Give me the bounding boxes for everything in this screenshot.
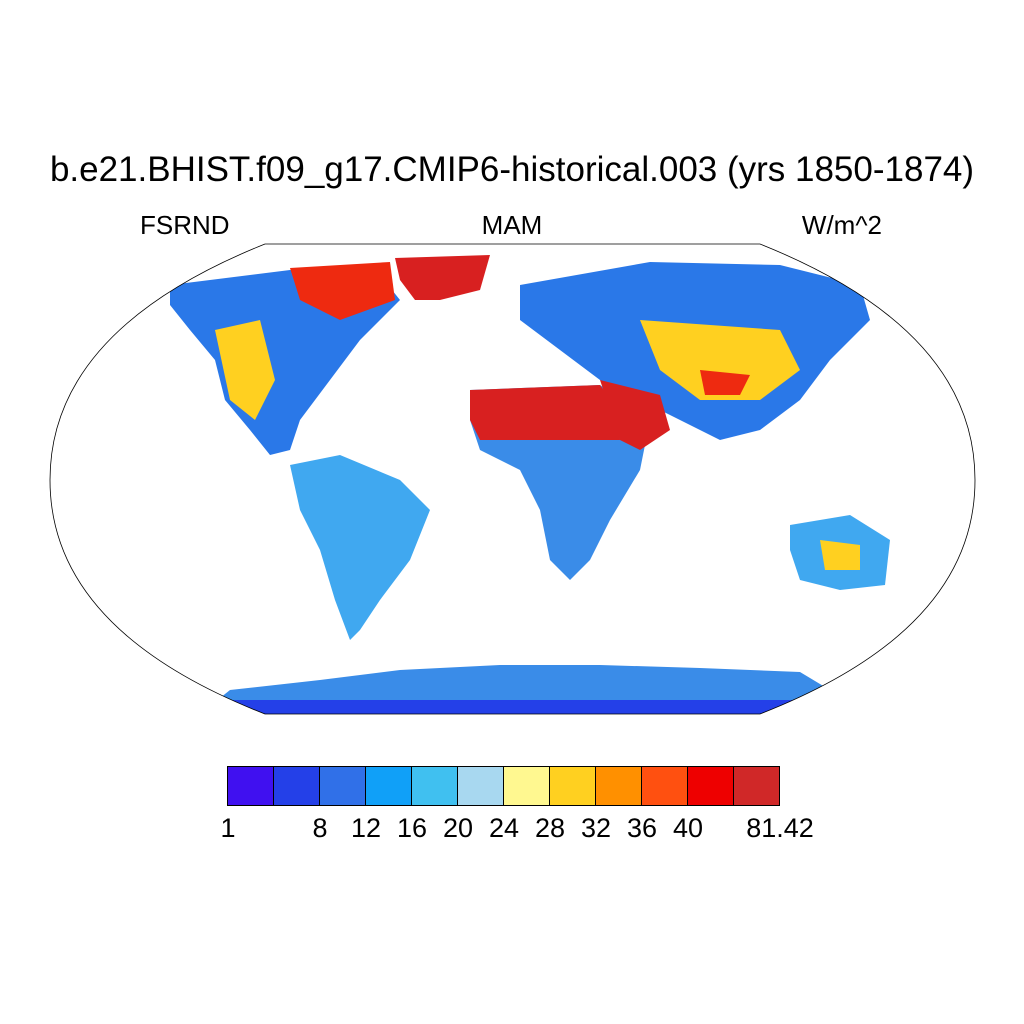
map-title: b.e21.BHIST.f09_g17.CMIP6-historical.003…	[49, 150, 975, 189]
antarctica-edge-region	[200, 700, 820, 714]
colorbar-box	[366, 767, 412, 805]
canada-north-region	[290, 262, 395, 320]
colorbar-box	[458, 767, 504, 805]
colorbar-tick-label: 32	[580, 813, 612, 843]
colorbar-tick-label: 24	[488, 813, 520, 843]
map-outline	[49, 243, 976, 715]
colorbar-tick-label: 40	[672, 813, 704, 843]
colorbar-box	[596, 767, 642, 805]
colorbar-tick-label: 1	[220, 813, 236, 843]
colorbar-box	[412, 767, 458, 805]
colorbar-box	[274, 767, 320, 805]
colorbar	[227, 766, 780, 806]
tibet-region	[700, 370, 750, 395]
colorbar-tick-label: 28	[534, 813, 566, 843]
sahara-region	[470, 385, 620, 440]
colorbar-tick-label: 12	[350, 813, 382, 843]
south-america-region	[290, 455, 430, 640]
colorbar-box	[550, 767, 596, 805]
units-label: W/m^2	[801, 210, 882, 240]
colorbar-tick-label: 36	[626, 813, 658, 843]
colorbar-tick-label: 20	[442, 813, 474, 843]
arabia-region	[600, 380, 670, 450]
central-asia-region	[640, 320, 800, 400]
colorbar-box	[734, 767, 779, 805]
colorbar-box	[320, 767, 366, 805]
colorbar-box	[228, 767, 274, 805]
variable-label: FSRND	[140, 210, 230, 240]
colorbar-box	[504, 767, 550, 805]
colorbar-tick-label: 81.42	[746, 813, 814, 843]
colorbar-tick-label: 16	[396, 813, 428, 843]
colorbar-box	[688, 767, 734, 805]
colorbar-box	[642, 767, 688, 805]
north-america-west-region	[215, 320, 275, 420]
greenland-region	[395, 255, 490, 300]
colorbar-tick-label: 8	[312, 813, 328, 843]
season-label: MAM	[481, 210, 543, 240]
australia-center-region	[820, 540, 860, 570]
